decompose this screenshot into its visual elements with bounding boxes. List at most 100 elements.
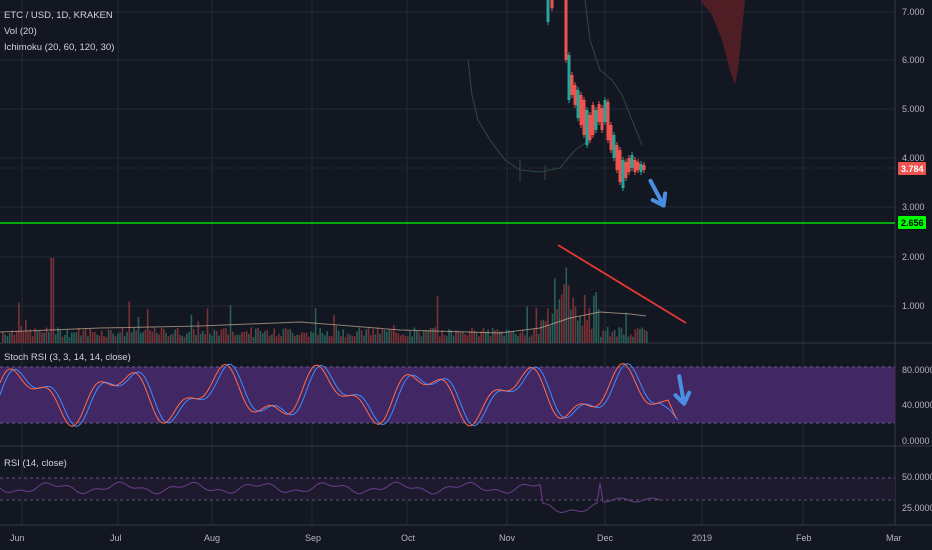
volume-bar bbox=[616, 336, 618, 343]
volume-bar bbox=[480, 331, 482, 343]
time-label: Dec bbox=[597, 533, 614, 543]
down-arrow-icon[interactable] bbox=[644, 178, 670, 209]
trend-line[interactable] bbox=[557, 244, 687, 324]
volume-bar bbox=[324, 335, 326, 343]
volume-bar bbox=[77, 328, 80, 343]
volume-bar bbox=[418, 331, 420, 343]
candle-body bbox=[550, 0, 554, 8]
volume-bar bbox=[425, 329, 427, 343]
volume-bar bbox=[209, 333, 211, 343]
time-label: Feb bbox=[796, 533, 812, 543]
time-axis[interactable]: Jun Jul Aug Sep Oct Nov Dec 2019 Feb Mar bbox=[10, 533, 902, 543]
volume-bar bbox=[61, 336, 64, 343]
volume-bar bbox=[422, 330, 425, 343]
volume-bar bbox=[54, 334, 57, 343]
volume-bar bbox=[634, 329, 637, 343]
volume-bar bbox=[236, 334, 239, 343]
volume-bar bbox=[220, 329, 223, 343]
price-tick: 2.000 bbox=[902, 252, 925, 262]
volume-bar bbox=[466, 335, 469, 343]
volume-bar bbox=[204, 334, 206, 343]
volume-bar bbox=[163, 328, 165, 343]
down-arrow-icon[interactable] bbox=[672, 374, 692, 406]
ichimoku-base-line bbox=[584, 0, 643, 146]
volume-bar bbox=[409, 331, 411, 343]
volume-bar bbox=[508, 330, 510, 343]
volume-bar bbox=[335, 326, 338, 343]
volume-bar bbox=[356, 331, 358, 343]
volume-bar bbox=[521, 330, 524, 343]
volume-bar bbox=[310, 331, 312, 343]
volume-bar bbox=[517, 336, 519, 343]
volume-bar bbox=[174, 329, 177, 343]
candle-body bbox=[618, 150, 622, 182]
volume-bar bbox=[84, 328, 87, 343]
volume-bar bbox=[333, 315, 335, 343]
volume-bar bbox=[439, 336, 441, 343]
volume-bar bbox=[593, 295, 595, 343]
stoch-rsi-legend[interactable]: Stoch RSI (3, 3, 14, 14, close) bbox=[4, 352, 131, 363]
volume-bar bbox=[137, 316, 140, 343]
volume-bar bbox=[613, 330, 616, 343]
volume-bar bbox=[344, 336, 347, 343]
volume-bar bbox=[48, 332, 50, 343]
volume-bar bbox=[402, 334, 404, 343]
volume-bar bbox=[464, 334, 466, 343]
price-grid bbox=[0, 11, 895, 307]
volume-bar bbox=[8, 332, 11, 343]
volume-bar bbox=[38, 330, 41, 343]
price-axis[interactable]: 7.000 6.000 5.000 4.000 3.000 2.000 1.00… bbox=[902, 7, 925, 311]
volume-bar bbox=[146, 309, 149, 343]
volume-bar bbox=[188, 332, 190, 343]
volume-bar bbox=[68, 336, 71, 343]
stoch-tick: 40.0000 bbox=[902, 400, 932, 410]
candle-body bbox=[627, 158, 631, 172]
volume-bar bbox=[144, 329, 147, 343]
rsi-legend[interactable]: RSI (14, close) bbox=[4, 458, 67, 469]
volume-bar bbox=[266, 329, 269, 343]
volume-bar bbox=[287, 329, 289, 343]
volume-bar bbox=[393, 325, 395, 343]
volume-bar bbox=[646, 331, 648, 343]
candle-body bbox=[603, 100, 607, 122]
volume-bar bbox=[429, 327, 432, 343]
volume-bar bbox=[544, 320, 547, 343]
volume-bar bbox=[590, 328, 593, 343]
volume-bar bbox=[556, 308, 558, 343]
volume-bar bbox=[321, 332, 324, 343]
volume-bar bbox=[531, 335, 533, 343]
volume-bar bbox=[420, 336, 423, 343]
volume-bar bbox=[294, 335, 296, 343]
ichimoku-lagging-span bbox=[467, 59, 591, 173]
volume-bar bbox=[100, 330, 103, 343]
volume-bar bbox=[478, 336, 480, 343]
stoch-axis[interactable]: 80.0000 40.0000 0.0000 bbox=[902, 365, 932, 446]
volume-bar bbox=[524, 335, 526, 343]
volume-bar bbox=[126, 332, 128, 343]
symbol-title[interactable]: ETC / USD, 1D, KRAKEN bbox=[4, 10, 113, 21]
volume-bar bbox=[273, 328, 275, 343]
candle-body bbox=[582, 100, 586, 135]
volume-bar bbox=[579, 316, 581, 343]
stoch-tick: 0.0000 bbox=[902, 436, 930, 446]
ichimoku-legend[interactable]: Ichimoku (20, 60, 120, 30) bbox=[4, 42, 114, 53]
volume-bar bbox=[43, 332, 45, 343]
price-tick: 7.000 bbox=[902, 7, 925, 17]
volume-bar bbox=[363, 335, 365, 343]
volume-bar bbox=[75, 332, 78, 343]
volume-bar bbox=[255, 328, 257, 343]
volume-bar bbox=[319, 327, 321, 343]
candle-body bbox=[570, 75, 574, 95]
volume-bar bbox=[549, 325, 551, 343]
volume-bar bbox=[374, 334, 377, 343]
volume-bar bbox=[119, 332, 121, 343]
volume-bar bbox=[563, 284, 565, 343]
rsi-axis[interactable]: 50.0000 25.0000 bbox=[902, 472, 932, 513]
candle-body bbox=[546, 0, 550, 22]
volume-legend[interactable]: Vol (20) bbox=[4, 26, 37, 37]
volume-bar bbox=[372, 329, 374, 343]
volume-bar bbox=[404, 335, 407, 343]
volume-bar bbox=[441, 330, 443, 343]
